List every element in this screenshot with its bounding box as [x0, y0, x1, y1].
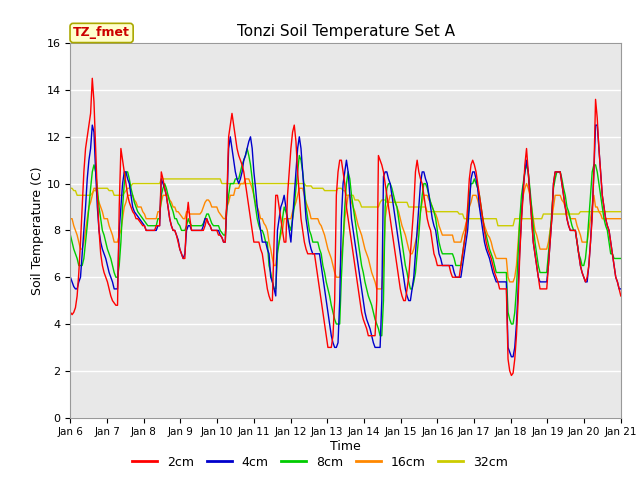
Line: 2cm: 2cm: [70, 78, 621, 375]
8cm: [486, 246, 493, 252]
2cm: [617, 293, 625, 299]
4cm: [470, 169, 478, 175]
4cm: [137, 218, 145, 224]
2cm: [351, 263, 358, 268]
8cm: [617, 255, 625, 261]
32cm: [617, 209, 625, 215]
Text: TZ_fmet: TZ_fmet: [73, 26, 130, 39]
4cm: [67, 275, 74, 280]
16cm: [491, 251, 499, 257]
32cm: [494, 223, 502, 228]
4cm: [508, 354, 515, 360]
Line: 32cm: 32cm: [70, 179, 621, 226]
16cm: [486, 235, 493, 240]
4cm: [489, 270, 497, 276]
32cm: [470, 216, 478, 222]
2cm: [137, 220, 145, 226]
8cm: [472, 181, 480, 187]
32cm: [484, 216, 492, 222]
8cm: [491, 263, 499, 268]
2cm: [484, 246, 492, 252]
32cm: [504, 223, 512, 228]
8cm: [243, 145, 251, 151]
X-axis label: Time: Time: [330, 440, 361, 453]
16cm: [373, 286, 381, 292]
Line: 4cm: 4cm: [70, 125, 621, 357]
32cm: [351, 197, 358, 203]
2cm: [508, 372, 515, 378]
2cm: [489, 263, 497, 268]
16cm: [67, 216, 74, 222]
Title: Tonzi Soil Temperature Set A: Tonzi Soil Temperature Set A: [237, 24, 454, 39]
16cm: [617, 216, 625, 222]
16cm: [351, 209, 358, 215]
2cm: [502, 286, 510, 292]
Line: 8cm: 8cm: [70, 148, 621, 336]
2cm: [67, 310, 74, 315]
16cm: [242, 176, 250, 182]
2cm: [88, 75, 96, 81]
Y-axis label: Soil Temperature (C): Soil Temperature (C): [31, 166, 44, 295]
Line: 16cm: 16cm: [70, 179, 621, 289]
32cm: [489, 216, 497, 222]
32cm: [157, 176, 165, 182]
8cm: [351, 216, 358, 222]
Legend: 2cm, 4cm, 8cm, 16cm, 32cm: 2cm, 4cm, 8cm, 16cm, 32cm: [127, 451, 513, 474]
4cm: [502, 279, 510, 285]
4cm: [484, 251, 492, 257]
4cm: [88, 122, 96, 128]
8cm: [67, 232, 74, 238]
2cm: [470, 162, 478, 168]
16cm: [472, 192, 480, 198]
16cm: [136, 204, 143, 210]
4cm: [351, 239, 358, 245]
8cm: [136, 211, 143, 217]
16cm: [504, 275, 512, 280]
8cm: [504, 310, 512, 315]
32cm: [67, 185, 74, 191]
32cm: [136, 181, 143, 187]
8cm: [376, 333, 384, 338]
4cm: [617, 286, 625, 292]
